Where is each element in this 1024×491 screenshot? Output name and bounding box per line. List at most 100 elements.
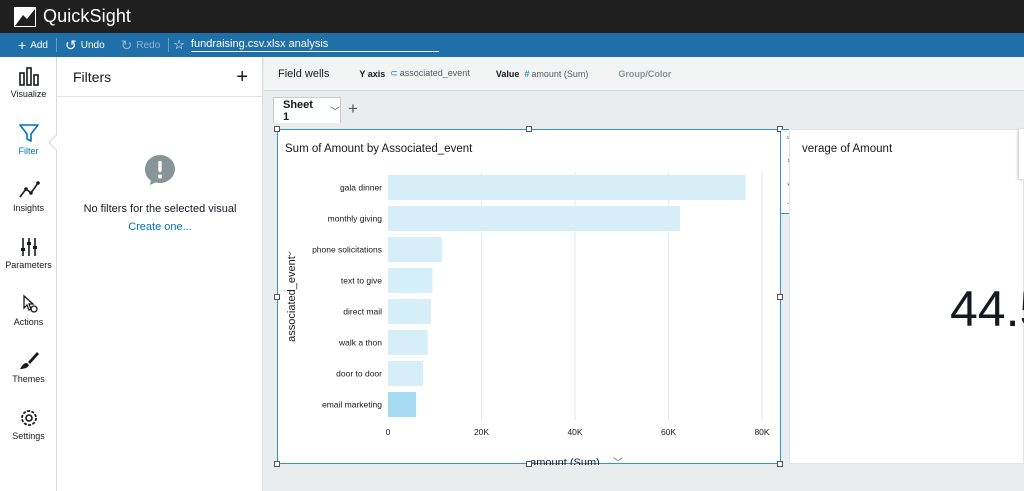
add-label: Add bbox=[30, 39, 48, 51]
y-category-label: gala dinner bbox=[340, 183, 382, 193]
y-category-label: walk a thon bbox=[338, 338, 382, 348]
value-well[interactable]: Value # amount (Sum) bbox=[496, 69, 589, 79]
x-tick-label: 80K bbox=[754, 427, 769, 437]
popup-panel-edge bbox=[1019, 129, 1024, 179]
resize-handle[interactable] bbox=[274, 461, 280, 467]
bar[interactable] bbox=[388, 175, 746, 200]
nav-label: Parameters bbox=[5, 260, 52, 270]
sheet-tabs: Sheet 1 ﹀ + bbox=[264, 91, 1024, 125]
create-filter-link[interactable]: Create one... bbox=[128, 221, 192, 233]
analysis-name-input[interactable]: fundraising.csv.xlsx analysis bbox=[190, 38, 439, 52]
quicksight-logo-icon bbox=[14, 6, 36, 27]
chevron-down-icon: ﹀ bbox=[613, 457, 623, 465]
redo-label: Redo bbox=[136, 39, 161, 51]
empty-message: No filters for the selected visual bbox=[83, 203, 237, 215]
nav-label: Visualize bbox=[10, 89, 47, 99]
nav-actions[interactable]: Actions bbox=[0, 285, 57, 341]
sliders-icon bbox=[20, 238, 37, 256]
funnel-icon bbox=[18, 124, 39, 142]
add-button[interactable]: + Add bbox=[10, 33, 56, 57]
kpi-visual[interactable]: verage of Amount 44.5 bbox=[789, 129, 1024, 464]
field-wells-title: Field wells bbox=[278, 67, 330, 80]
sheet-tab-label: Sheet 1 bbox=[283, 98, 313, 123]
kpi-visual-title: verage of Amount bbox=[802, 143, 893, 155]
undo-button[interactable]: ↺ Undo bbox=[57, 33, 113, 57]
bar[interactable] bbox=[388, 268, 433, 293]
bar[interactable] bbox=[388, 392, 417, 417]
nav-filter[interactable]: Filter bbox=[0, 114, 57, 170]
nav-label: Themes bbox=[12, 374, 45, 384]
app-logo[interactable]: QuickSight bbox=[14, 6, 131, 27]
y-category-label: door to door bbox=[336, 369, 382, 379]
add-sheet-button[interactable]: + bbox=[348, 99, 358, 118]
filters-title: Filters bbox=[73, 68, 112, 85]
redo-button[interactable]: ↻ Redo bbox=[113, 33, 169, 57]
visual-title: Sum of Amount by Associated_event bbox=[285, 143, 473, 155]
resize-handle[interactable] bbox=[526, 461, 532, 467]
nav-label: Settings bbox=[12, 431, 45, 441]
bar[interactable] bbox=[388, 330, 428, 355]
y-category-label: monthly giving bbox=[328, 214, 383, 224]
resize-handle[interactable] bbox=[526, 126, 532, 132]
x-tick-label: 40K bbox=[567, 427, 582, 437]
filters-panel: Filters + No filters for the selected vi… bbox=[57, 57, 263, 491]
add-filter-button[interactable]: + bbox=[236, 65, 248, 88]
x-tick-label: 60K bbox=[661, 427, 676, 437]
gear-icon bbox=[20, 410, 37, 426]
y-axis-field[interactable]: ⊂ associated_event bbox=[390, 68, 470, 79]
redo-icon: ↻ bbox=[120, 37, 133, 53]
empty-state: No filters for the selected visual Creat… bbox=[57, 154, 263, 233]
tab-sheet-1[interactable]: Sheet 1 ﹀ bbox=[273, 97, 341, 123]
nav-label: Filter bbox=[18, 146, 39, 156]
filters-header: Filters + bbox=[57, 57, 262, 97]
insights-icon bbox=[18, 181, 40, 198]
y-category-label: direct mail bbox=[343, 307, 382, 317]
app-title: QuickSight bbox=[43, 6, 132, 26]
group-color-label: Group/Color bbox=[618, 68, 672, 79]
resize-handle[interactable] bbox=[274, 126, 280, 132]
bar[interactable] bbox=[388, 361, 424, 386]
group-color-well[interactable]: Group/Color bbox=[618, 69, 671, 79]
y-axis-well[interactable]: Y axis ⊂ associated_event bbox=[359, 68, 469, 79]
resize-handle[interactable] bbox=[777, 294, 783, 300]
measure-hash-icon: # bbox=[524, 68, 530, 79]
nav-label: Insights bbox=[12, 203, 45, 213]
y-category-label: phone solicitations bbox=[312, 245, 382, 255]
value-label: Value bbox=[495, 68, 520, 79]
y-axis-field-name: associated_event bbox=[399, 68, 470, 78]
value-field[interactable]: # amount (Sum) bbox=[524, 69, 588, 79]
nav-insights[interactable]: Insights bbox=[0, 171, 57, 227]
bar[interactable] bbox=[388, 299, 432, 324]
pointer-gear-icon bbox=[22, 294, 38, 313]
bar-chart: 0 20K 40K 60K 80K gala dinner monthly giving ph… bbox=[286, 172, 770, 465]
nav-settings[interactable]: Settings bbox=[0, 399, 57, 455]
nav-themes[interactable]: Themes bbox=[0, 342, 57, 398]
alert-bubble-icon bbox=[145, 155, 175, 185]
bar-chart-visual[interactable]: Sum of Amount by Associated_event 0 20K 40… bbox=[277, 129, 781, 465]
kpi-value: 44.5 bbox=[950, 281, 1024, 337]
y-category-label: email marketing bbox=[322, 400, 382, 410]
x-tick-label: 20K bbox=[474, 427, 489, 437]
left-nav: Visualize Filter Insights Parameters Act… bbox=[0, 57, 57, 491]
resize-handle[interactable] bbox=[274, 294, 280, 300]
bar[interactable] bbox=[388, 237, 442, 262]
bar[interactable] bbox=[388, 206, 681, 231]
resize-handle[interactable] bbox=[777, 461, 783, 467]
dimension-icon: ⊂ bbox=[390, 68, 398, 78]
plus-icon: + bbox=[18, 37, 27, 53]
nav-label: Actions bbox=[13, 317, 44, 327]
toolbar: + Add ↺ Undo ↻ Redo ☆ fundraising.csv.xl… bbox=[0, 33, 1024, 57]
star-icon[interactable]: ☆ bbox=[173, 37, 185, 52]
chevron-down-icon[interactable]: ﹀ bbox=[330, 107, 340, 118]
y-axis-label: Y axis bbox=[359, 68, 386, 79]
toolbar-divider bbox=[168, 38, 170, 52]
nav-visualize[interactable]: Visualize bbox=[0, 57, 57, 113]
field-wells-bar[interactable]: Field wells Y axis ⊂ associated_event Val… bbox=[264, 57, 1024, 91]
brush-icon bbox=[19, 352, 39, 369]
toolbar-divider bbox=[55, 38, 57, 52]
y-axis-title: associated_event bbox=[286, 256, 298, 342]
app-header: QuickSight bbox=[0, 0, 1024, 33]
x-tick-label: 0 bbox=[386, 427, 391, 437]
nav-parameters[interactable]: Parameters bbox=[0, 228, 57, 284]
y-category-label: text to give bbox=[341, 276, 382, 286]
